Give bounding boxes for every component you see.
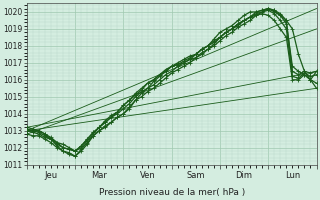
X-axis label: Pression niveau de la mer( hPa ): Pression niveau de la mer( hPa ) [99,188,245,197]
Text: Lun: Lun [285,171,300,180]
Text: Mar: Mar [92,171,107,180]
Text: Jeu: Jeu [44,171,58,180]
Text: Ven: Ven [140,171,156,180]
Text: Dim: Dim [236,171,252,180]
Text: Sam: Sam [187,171,205,180]
